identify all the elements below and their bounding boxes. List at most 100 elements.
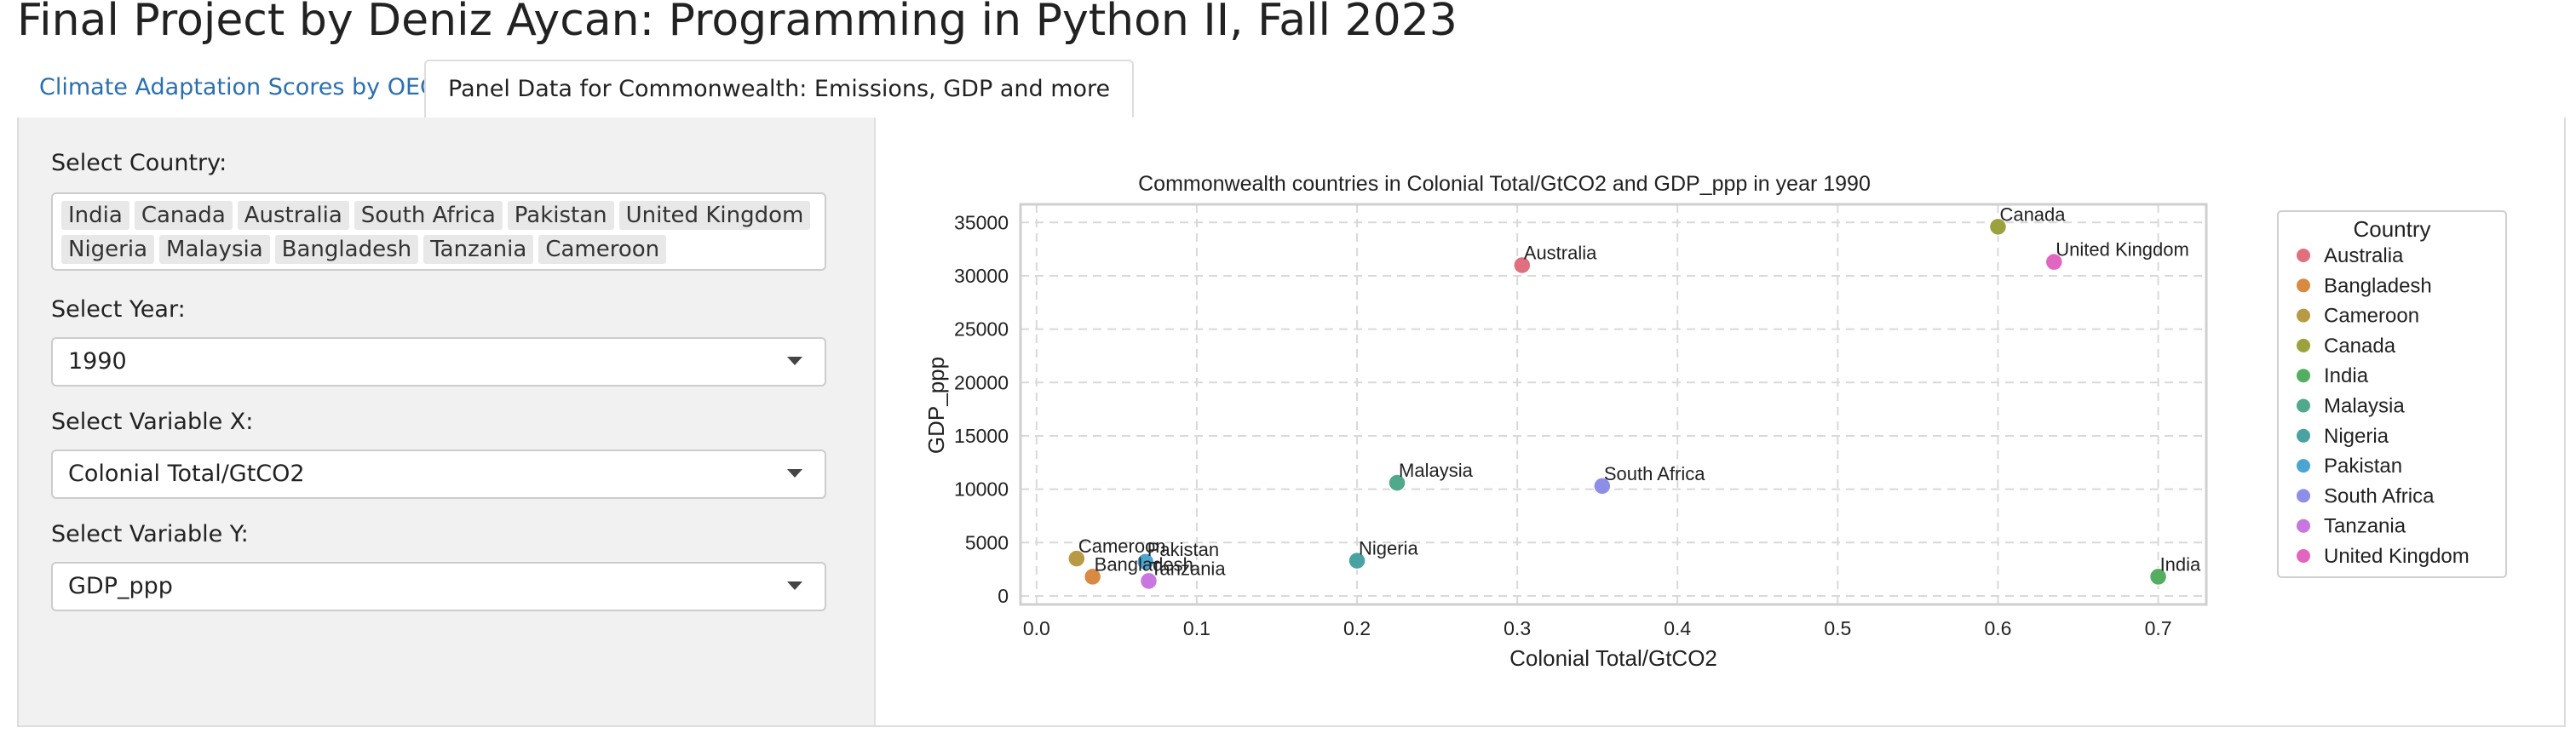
chart-title: Commonwealth countries in Colonial Total…: [1138, 172, 1871, 196]
x-tick-label: 0.7: [2145, 617, 2172, 639]
legend-marker: [2297, 489, 2310, 503]
variable-y-select[interactable]: GDP_ppp: [51, 562, 826, 611]
data-points: [1067, 217, 2168, 591]
data-point-label: Australia: [1524, 242, 1597, 263]
legend-item-label: Pakistan: [2324, 455, 2402, 478]
data-point: [1513, 255, 1532, 275]
y-tick-label: 25000: [954, 318, 1009, 341]
legend-marker: [2297, 308, 2310, 323]
country-chip[interactable]: Cameroon: [538, 235, 667, 264]
data-point-label: Nigeria: [1359, 538, 1418, 559]
select-year-label: Select Year:: [51, 296, 186, 323]
variable-x-select-value: Colonial Total/GtCO2: [68, 461, 305, 487]
x-tick-label: 0.1: [1183, 617, 1210, 639]
legend-item-label: South Africa: [2324, 484, 2435, 507]
variable-x-select[interactable]: Colonial Total/GtCO2: [51, 450, 826, 499]
data-point: [2148, 567, 2168, 587]
legend-marker: [2297, 518, 2310, 533]
scatter-chart: Commonwealth countries in Colonial Total…: [923, 172, 2507, 671]
legend-marker: [2297, 338, 2310, 352]
country-chip[interactable]: Canada: [134, 201, 233, 230]
data-point-label: United Kingdom: [2056, 239, 2189, 261]
legend-item-label: Cameroon: [2324, 305, 2419, 328]
country-chip-list: India Canada Australia South Africa Pakistan…: [61, 199, 828, 267]
country-chip[interactable]: South Africa: [354, 201, 503, 230]
chart-grid: [1021, 204, 2206, 604]
legend-marker: [2297, 459, 2310, 473]
data-point-label: Canada: [1999, 203, 2066, 225]
y-tick-label: 35000: [954, 211, 1009, 233]
legend-item-label: India: [2324, 364, 2369, 387]
tab-bar: Climate Adaptation Scores by OECD Panel …: [17, 60, 2564, 119]
country-multiselect[interactable]: India Canada Australia South Africa Pakistan…: [51, 192, 826, 271]
plot-frame: [1019, 203, 2208, 606]
legend-item-label: United Kingdom: [2324, 545, 2470, 568]
data-point-label: Tanzania: [1150, 558, 1226, 579]
y-tick-label: 30000: [954, 265, 1009, 287]
country-chip[interactable]: Pakistan: [507, 201, 614, 230]
country-chip[interactable]: India: [61, 201, 129, 230]
data-point-label: Bangladesh: [1095, 553, 1193, 575]
data-point-label: India: [2160, 553, 2201, 575]
legend-marker: [2297, 398, 2310, 413]
y-tick-label: 5000: [965, 531, 1009, 553]
y-tick-label: 15000: [954, 425, 1009, 447]
data-point: [1139, 571, 1159, 591]
y-axis-label: GDP_ppp: [923, 357, 949, 454]
year-select[interactable]: 1990: [51, 337, 826, 387]
x-tick-label: 0.3: [1504, 617, 1531, 639]
plot-area: Commonwealth countries in Colonial Total…: [876, 117, 2564, 725]
legend-box: [2277, 210, 2507, 578]
legend-marker: [2297, 249, 2310, 262]
country-chip[interactable]: Nigeria: [61, 235, 155, 264]
data-point: [1388, 473, 1406, 492]
legend-marker: [2297, 549, 2310, 563]
legend-item-label: Nigeria: [2324, 425, 2389, 448]
data-point-label: Pakistan: [1147, 539, 1219, 560]
x-tick-label: 0.2: [1343, 617, 1371, 639]
legend-marker: [2297, 278, 2310, 293]
tab-climate-adaptation-scores[interactable]: Climate Adaptation Scores by OECD: [39, 74, 454, 100]
y-tick-label: 0: [998, 585, 1009, 607]
x-tick-label: 0.4: [1664, 617, 1691, 639]
x-axis-label: Colonial Total/GtCO2: [1509, 645, 1717, 671]
country-chip[interactable]: Australia: [237, 201, 349, 230]
tab-panel-data-commonwealth[interactable]: Panel Data for Commonwealth: Emissions, …: [424, 60, 1135, 119]
country-chip[interactable]: United Kingdom: [618, 201, 811, 230]
variable-y-select-value: GDP_ppp: [68, 573, 173, 599]
chevron-down-icon: [787, 357, 802, 365]
x-tick-label: 0.5: [1824, 617, 1851, 639]
y-tick-label: 10000: [954, 478, 1009, 501]
data-point: [1067, 549, 1086, 568]
legend-item-label: Canada: [2324, 335, 2396, 358]
legend-item-label: Bangladesh: [2324, 274, 2432, 297]
x-tick-label: 0.6: [1984, 617, 2011, 639]
select-variable-y-label: Select Variable Y:: [51, 521, 249, 547]
data-point: [1348, 551, 1366, 570]
y-tick-label: 20000: [954, 371, 1009, 393]
data-point-label: Malaysia: [1399, 460, 1474, 481]
legend-item-label: Malaysia: [2324, 395, 2405, 418]
select-country-label: Select Country:: [51, 150, 227, 176]
select-variable-x-label: Select Variable X:: [51, 409, 254, 435]
country-chip[interactable]: Malaysia: [159, 235, 270, 264]
chart-legend: Country Australia Bangladesh Cameroon Canad…: [2277, 210, 2507, 578]
data-point: [1593, 477, 1612, 495]
app-title: Final Project by Deniz Aycan: Programmin…: [17, 0, 1458, 46]
y-axis-ticks: 0 5000 10000 15000 20000 25000 30000 35000: [954, 211, 1009, 607]
x-axis-ticks: 0.0 0.1 0.2 0.3 0.4 0.5 0.6 0.7: [1023, 617, 2172, 639]
data-point: [1136, 553, 1155, 571]
legend-title: Country: [2353, 216, 2430, 242]
data-point-label: South Africa: [1604, 463, 1705, 484]
chevron-down-icon: [787, 469, 802, 478]
tab-content-panel: Select Country: India Canada Australia Sout…: [17, 117, 2566, 727]
legend-marker: [2297, 428, 2310, 443]
country-chip[interactable]: Bangladesh: [274, 235, 419, 264]
legend-marker: [2297, 369, 2310, 383]
data-point: [1988, 217, 2008, 237]
country-chip[interactable]: Tanzania: [423, 235, 534, 264]
data-point: [2044, 252, 2064, 272]
sidebar-panel: Select Country: India Canada Australia Sout…: [19, 117, 876, 725]
legend-item-label: Tanzania: [2324, 515, 2406, 538]
